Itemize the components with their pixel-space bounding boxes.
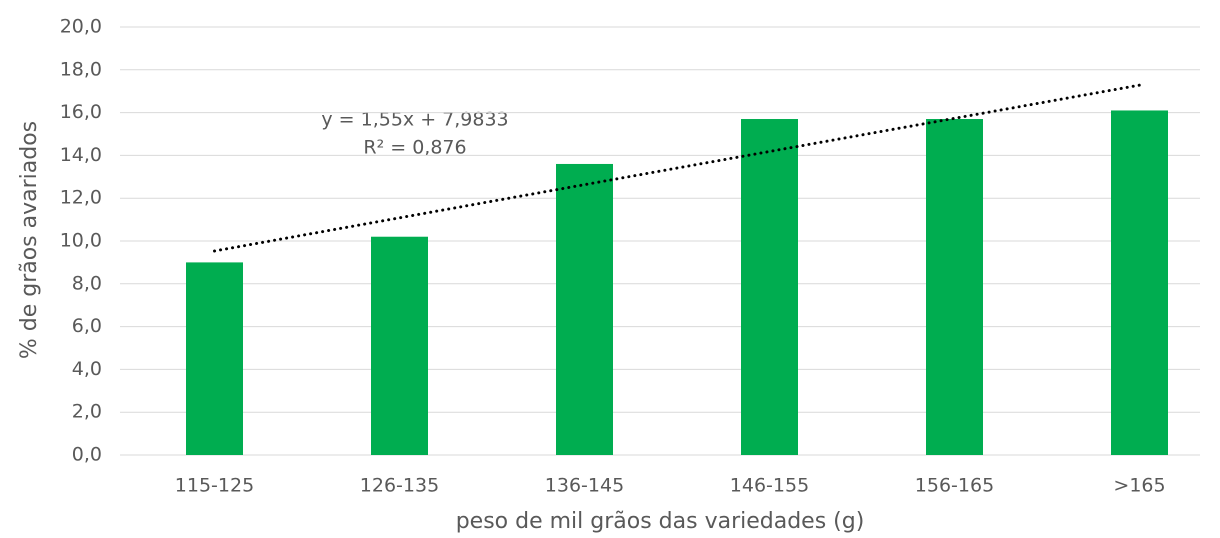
trendline-equation: y = 1,55x + 7,9833 [321,109,508,131]
x-tick-label: 156-165 [915,475,994,497]
y-tick-label: 12,0 [60,187,102,209]
bar [371,236,428,455]
trendline [213,83,1141,253]
y-tick-label: 6,0 [72,315,102,337]
y-tick-label: 0,0 [72,444,102,466]
x-tick-label: 146-155 [730,475,809,497]
trendline-r2: R² = 0,876 [363,137,466,159]
y-tick-label: 16,0 [60,101,102,123]
y-tick-label: 10,0 [60,230,102,252]
x-tick-label: 126-135 [360,475,439,497]
y-tick-label: 18,0 [60,58,102,80]
bar [926,119,983,456]
y-tick-label: 4,0 [72,358,102,380]
bar [556,163,613,455]
x-axis-title: peso de mil grãos das variedades (g) [456,509,865,534]
x-tick-label: 115-125 [175,475,254,497]
y-tick-label: 14,0 [60,144,102,166]
x-tick-label: >165 [1113,475,1165,497]
bar [1111,110,1168,456]
y-tick-label: 20,0 [60,16,102,38]
y-tick-label: 8,0 [72,272,102,294]
x-tick-label: 136-145 [545,475,624,497]
bar [741,119,798,456]
bar [186,262,243,455]
y-axis-title: % de grãos avariados [17,121,42,359]
y-tick-label: 2,0 [72,401,102,423]
